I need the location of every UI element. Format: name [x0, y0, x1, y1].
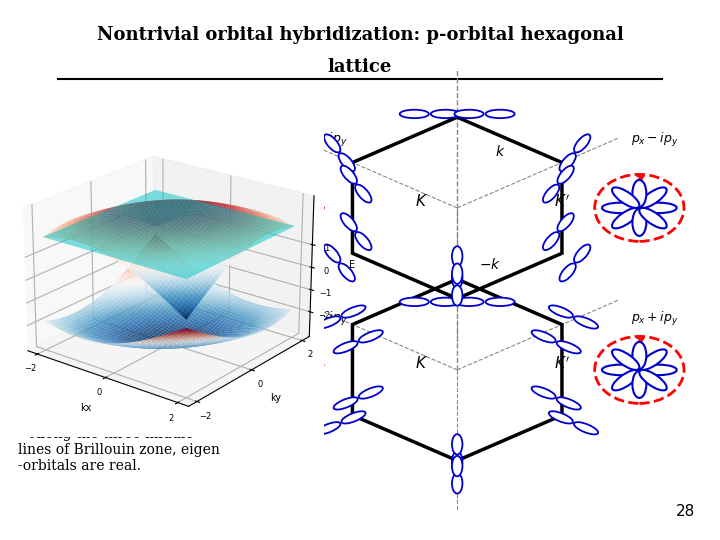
Ellipse shape [341, 213, 357, 231]
Ellipse shape [276, 202, 312, 213]
Text: $K'$: $K'$ [554, 355, 570, 372]
Ellipse shape [549, 411, 573, 423]
Ellipse shape [324, 245, 341, 262]
Ellipse shape [454, 110, 484, 118]
Ellipse shape [338, 264, 355, 281]
Ellipse shape [338, 153, 355, 171]
Ellipse shape [355, 185, 372, 202]
Ellipse shape [639, 208, 667, 228]
Ellipse shape [559, 153, 576, 171]
Y-axis label: ky: ky [270, 393, 281, 403]
Ellipse shape [248, 370, 275, 390]
Ellipse shape [452, 456, 462, 476]
Text: $p_x-ip_y$: $p_x-ip_y$ [300, 309, 348, 328]
Ellipse shape [557, 397, 581, 409]
Ellipse shape [557, 166, 574, 184]
Ellipse shape [268, 342, 282, 369]
Ellipse shape [574, 316, 598, 328]
Ellipse shape [275, 349, 302, 370]
Ellipse shape [341, 306, 366, 318]
Ellipse shape [333, 341, 358, 353]
Ellipse shape [452, 434, 462, 455]
X-axis label: kx: kx [81, 403, 92, 413]
Ellipse shape [400, 110, 429, 118]
Ellipse shape [316, 422, 341, 434]
Ellipse shape [452, 268, 462, 288]
Ellipse shape [531, 330, 556, 342]
Ellipse shape [543, 185, 559, 202]
Ellipse shape [612, 187, 639, 208]
Ellipse shape [641, 202, 677, 213]
Ellipse shape [248, 208, 275, 228]
Ellipse shape [612, 208, 639, 228]
Text: Nontrivial orbital hybridization: p-orbital hexagonal: Nontrivial orbital hybridization: p-orbi… [96, 26, 624, 44]
Ellipse shape [452, 451, 462, 472]
Ellipse shape [324, 134, 341, 152]
Ellipse shape [574, 134, 590, 152]
Text: $k$: $k$ [495, 144, 505, 159]
Ellipse shape [639, 349, 667, 370]
Ellipse shape [275, 187, 302, 208]
Ellipse shape [238, 202, 274, 213]
Ellipse shape [268, 209, 282, 236]
Ellipse shape [275, 208, 302, 228]
Ellipse shape [574, 422, 598, 434]
Ellipse shape [559, 264, 576, 281]
Ellipse shape [632, 209, 647, 236]
Ellipse shape [632, 342, 647, 369]
Ellipse shape [557, 213, 574, 231]
Text: $p_x+ip_y$: $p_x+ip_y$ [631, 309, 679, 328]
Text: lattice: lattice [328, 58, 392, 77]
Ellipse shape [268, 180, 282, 207]
Text: $-k$: $-k$ [479, 257, 500, 272]
Text: $K$: $K$ [415, 193, 428, 210]
Ellipse shape [452, 285, 462, 306]
Text: $K$: $K$ [415, 355, 428, 372]
Ellipse shape [268, 371, 282, 398]
Ellipse shape [341, 411, 366, 423]
Ellipse shape [531, 387, 556, 399]
Ellipse shape [400, 298, 429, 306]
Ellipse shape [485, 298, 515, 306]
Ellipse shape [639, 187, 667, 208]
Ellipse shape [612, 349, 639, 370]
Ellipse shape [574, 245, 590, 262]
Ellipse shape [248, 349, 275, 370]
Ellipse shape [602, 202, 638, 213]
Ellipse shape [543, 232, 559, 250]
Ellipse shape [276, 364, 312, 375]
Ellipse shape [359, 330, 383, 342]
Ellipse shape [452, 264, 462, 284]
Text: 28: 28 [675, 504, 695, 519]
Ellipse shape [431, 110, 460, 118]
Ellipse shape [632, 371, 647, 398]
Ellipse shape [639, 370, 667, 390]
Ellipse shape [333, 397, 358, 409]
Ellipse shape [549, 306, 573, 318]
Text: $p_x+ip_y$: $p_x+ip_y$ [300, 131, 348, 150]
Text: $p_x-ip_y$: $p_x-ip_y$ [631, 131, 679, 150]
Ellipse shape [632, 180, 647, 207]
Ellipse shape [431, 298, 460, 306]
Ellipse shape [238, 364, 274, 375]
Text: • Along the three middle
lines of Brillouin zone, eigen
-orbitals are real.: • Along the three middle lines of Brillo… [18, 427, 220, 473]
Text: $K'$: $K'$ [554, 193, 570, 210]
Ellipse shape [275, 370, 302, 390]
Ellipse shape [602, 364, 638, 375]
Ellipse shape [485, 110, 515, 118]
Ellipse shape [248, 187, 275, 208]
Ellipse shape [612, 370, 639, 390]
Ellipse shape [316, 316, 341, 328]
Ellipse shape [454, 298, 484, 306]
Ellipse shape [341, 166, 357, 184]
Ellipse shape [452, 473, 462, 494]
Ellipse shape [359, 387, 383, 399]
Ellipse shape [557, 341, 581, 353]
Ellipse shape [641, 364, 677, 375]
Ellipse shape [355, 232, 372, 250]
Ellipse shape [452, 246, 462, 267]
